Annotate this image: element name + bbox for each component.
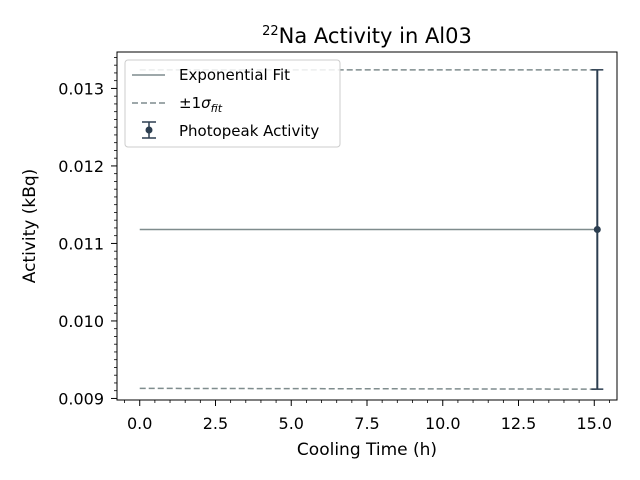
series-lower-line [139,387,598,390]
legend: Exponential Fit ±1σfit Photopeak Activit… [124,59,341,148]
chart-title: 22Na Activity in Al03 [262,24,472,48]
legend-sigma-subscript: fit [211,102,223,115]
legend-sigma-prefix: ±1 [179,94,201,112]
x-tick-label: 0.0 [127,414,152,433]
chart-title-superscript: 22 [262,24,279,39]
y-axis-ticks: 0.009 0.010 0.011 0.012 0.013 [58,57,117,408]
y-tick-label: 0.012 [58,157,104,176]
x-tick-label: 12.5 [501,414,537,433]
legend-fit-label: Exponential Fit [179,66,290,84]
x-tick-label: 2.5 [203,414,228,433]
y-tick-label: 0.009 [58,389,104,408]
y-tick-label: 0.011 [58,234,104,253]
x-axis-ticks: 0.0 2.5 5.0 7.5 10.0 12.5 15.0 [124,400,612,433]
x-tick-label: 7.5 [354,414,379,433]
x-axis-label: Cooling Time (h) [297,440,437,460]
data-point [593,225,601,233]
legend-data-marker [145,126,153,134]
x-tick-label: 15.0 [576,414,612,433]
x-tick-label: 5.0 [279,414,304,433]
chart-title-main: Na Activity in Al03 [279,24,472,48]
y-tick-label: 0.013 [58,79,104,98]
legend-data-label: Photopeak Activity [179,122,319,140]
legend-box [124,59,341,148]
legend-sigma-label: ±1σfit [179,94,223,115]
y-tick-label: 0.010 [58,312,104,331]
y-axis-label: Activity (kBq) [20,169,40,284]
legend-sigma-symbol: σ [201,94,211,112]
x-tick-label: 10.0 [425,414,461,433]
